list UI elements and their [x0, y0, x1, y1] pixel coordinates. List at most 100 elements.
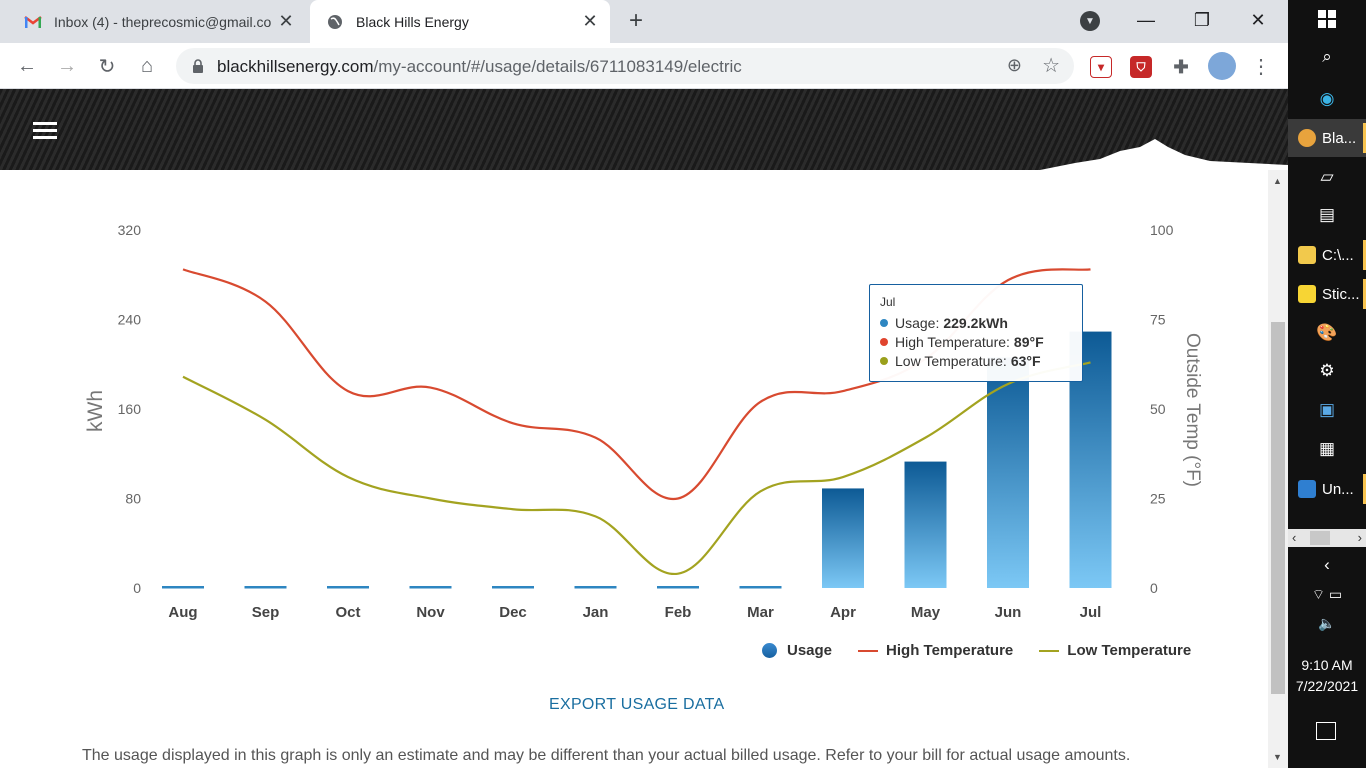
x-tick-label: Oct	[335, 604, 360, 621]
scroll-left-icon[interactable]: ‹	[1292, 530, 1297, 545]
page-scrollbar[interactable]: ▲ ▼	[1268, 170, 1288, 768]
tab-title: Inbox (4) - theprecosmic@gmail.com	[54, 13, 272, 30]
tab-search-icon[interactable]: ▼	[1080, 11, 1100, 31]
hamburger-menu-icon[interactable]	[33, 122, 57, 140]
usage-bar[interactable]	[244, 586, 287, 589]
extension-save-icon[interactable]: ▾	[1090, 56, 1112, 78]
tooltip-low-value: 63°F	[1010, 352, 1041, 369]
legend-high-temperature[interactable]: High Temperature	[858, 642, 1013, 659]
usage-bar[interactable]	[327, 586, 369, 589]
bookmark-star-icon[interactable]: ☆	[1042, 55, 1060, 77]
y-tick-right: 0	[1150, 580, 1158, 596]
tooltip-high-value: 89°F	[1013, 333, 1044, 350]
usage-bar[interactable]	[739, 586, 782, 589]
scroll-down-icon[interactable]: ▼	[1273, 752, 1282, 762]
control-panel-icon[interactable]: ▣	[1318, 400, 1336, 419]
legend-low-label: Low Temperature	[1067, 642, 1192, 659]
usage-bar[interactable]	[987, 357, 1029, 588]
zoom-icon[interactable]: ⊕	[1006, 55, 1022, 75]
forward-icon[interactable]: →	[57, 54, 77, 77]
paint-icon[interactable]: 🎨	[1316, 323, 1338, 342]
mountain-silhouette	[1040, 139, 1288, 170]
export-usage-data-link[interactable]: EXPORT USAGE DATA	[549, 696, 725, 713]
y-tick-right: 100	[1150, 222, 1174, 238]
browser-tab-strip: Inbox (4) - theprecosmic@gmail.com ✕ Bla…	[0, 0, 1288, 43]
usage-bar[interactable]	[904, 461, 947, 588]
taskbar-app-explorer[interactable]: C:\...	[1288, 236, 1366, 274]
scrollbar-thumb[interactable]	[1271, 322, 1285, 694]
search-icon[interactable]: ⌕	[1322, 47, 1332, 66]
close-tab-icon[interactable]: ✕	[582, 11, 598, 31]
back-icon[interactable]: ←	[17, 54, 37, 77]
tooltip-usage-row: Usage: 229.2kWh	[880, 313, 1072, 332]
taskbar-scroll-thumb[interactable]	[1310, 531, 1330, 545]
site-header	[0, 89, 1288, 170]
y-tick-right: 75	[1150, 312, 1166, 328]
home-icon[interactable]: ⌂	[140, 54, 154, 77]
volume-icon[interactable]: 🔈	[1318, 614, 1336, 631]
chrome-menu-icon[interactable]: ⋮	[1251, 55, 1271, 78]
clock-time: 9:10 AM	[1301, 657, 1353, 673]
y-tick-left: 80	[125, 491, 141, 507]
tooltip-high-row: High Temperature: 89°F	[880, 332, 1072, 351]
y-axis-label-right: Outside Temp (°F)	[1182, 333, 1203, 487]
notepad-icon[interactable]: ▱	[1320, 167, 1334, 186]
y-tick-left: 0	[133, 580, 141, 596]
notification-center-icon[interactable]	[1316, 722, 1336, 740]
profile-avatar[interactable]	[1208, 52, 1236, 80]
clock-date: 7/22/2021	[1295, 678, 1359, 694]
calculator-icon[interactable]: ▦	[1318, 439, 1336, 458]
y-axis-label-left: kWh	[84, 390, 107, 432]
taskbar-app-photos[interactable]: Un...	[1288, 470, 1366, 508]
scroll-right-icon[interactable]: ›	[1357, 530, 1362, 545]
taskbar-app-label: Un...	[1322, 480, 1354, 498]
minimize-button[interactable]: —	[1137, 9, 1155, 30]
usage-content: 0 80 160 240 320 0 25 50 75 100 Aug Sep Oct Nov Dec J…	[0, 170, 1268, 768]
usage-bar[interactable]	[409, 586, 452, 589]
folder-icon	[1298, 246, 1316, 264]
usage-bar[interactable]	[492, 586, 534, 589]
usage-bar[interactable]	[574, 586, 617, 589]
x-tick-label: May	[911, 604, 941, 621]
reload-icon[interactable]: ↻	[98, 55, 116, 78]
new-tab-button[interactable]: +	[628, 7, 643, 34]
document-icon[interactable]: ▤	[1318, 205, 1336, 224]
low-temp-legend-icon	[1039, 649, 1060, 652]
extension-shield-icon[interactable]: ⛉	[1130, 56, 1152, 78]
edge-browser-icon[interactable]: ◉	[1319, 89, 1335, 108]
maximize-button[interactable]: ❐	[1193, 9, 1211, 30]
y-tick-left: 160	[118, 401, 142, 417]
y-tick-left: 240	[118, 312, 142, 328]
legend-usage-label: Usage	[787, 642, 833, 659]
taskbar-scrollbar[interactable]: ‹ ›	[1288, 529, 1366, 547]
url-text: blackhillsenergy.com/my-account/#/usage/…	[217, 57, 742, 77]
taskbar-app-sticky-notes[interactable]: Stic...	[1288, 275, 1366, 313]
tab-black-hills-energy[interactable]: Black Hills Energy ✕	[310, 0, 610, 43]
close-window-button[interactable]: ✕	[1250, 9, 1266, 30]
system-clock[interactable]: 9:10 AM 7/22/2021	[1288, 655, 1366, 697]
usage-bar[interactable]	[162, 586, 204, 589]
taskbar-app-chrome[interactable]: Bla...	[1288, 119, 1366, 157]
chart-legend: Usage High Temperature Low Temperature	[762, 642, 1217, 659]
usage-legend-icon	[762, 643, 777, 658]
settings-gear-icon[interactable]: ⚙	[1319, 361, 1335, 380]
chart-tooltip: Jul Usage: 229.2kWh High Temperature: 89…	[869, 284, 1083, 382]
x-tick-label: Feb	[665, 604, 692, 621]
x-tick-label: Sep	[252, 604, 280, 621]
close-tab-icon[interactable]: ✕	[278, 11, 294, 31]
tooltip-high-label: High Temperature:	[895, 333, 1010, 350]
tab-gmail-inbox[interactable]: Inbox (4) - theprecosmic@gmail.com ✕	[12, 0, 306, 43]
chevron-left-icon[interactable]: ‹	[1324, 555, 1330, 574]
usage-bar[interactable]	[822, 488, 864, 588]
wifi-battery-icons[interactable]: ⌔ ▭	[1311, 586, 1343, 602]
legend-low-temperature[interactable]: Low Temperature	[1039, 642, 1191, 659]
usage-bar[interactable]	[657, 586, 699, 589]
address-bar[interactable]: blackhillsenergy.com/my-account/#/usage/…	[176, 48, 1074, 84]
globe-icon	[326, 13, 344, 31]
legend-usage[interactable]: Usage	[762, 642, 832, 659]
extensions-puzzle-icon[interactable]: ✚	[1173, 56, 1189, 77]
sticky-notes-icon	[1298, 285, 1316, 303]
windows-start-icon[interactable]	[1288, 0, 1366, 38]
x-tick-label: Nov	[416, 604, 445, 621]
scroll-up-icon[interactable]: ▲	[1273, 176, 1282, 186]
